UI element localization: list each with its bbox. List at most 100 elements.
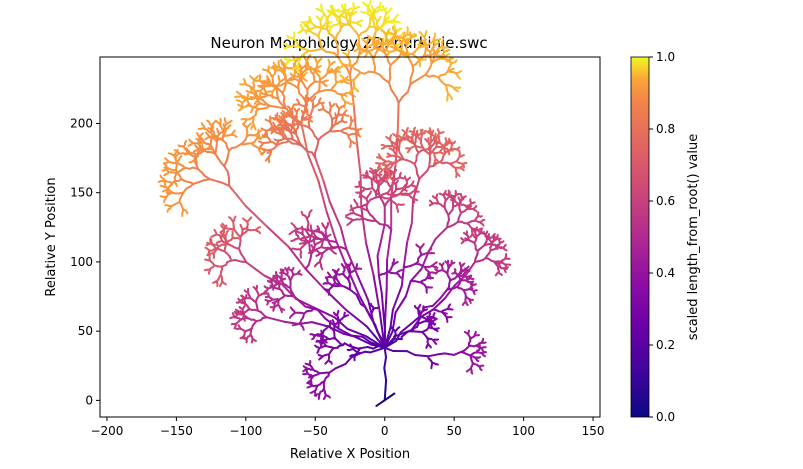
dendrite-segment xyxy=(390,177,394,181)
dendrite-segment xyxy=(285,111,289,115)
dendrite-segment xyxy=(325,277,329,281)
dendrite-segment xyxy=(283,122,286,127)
dendrite-segment xyxy=(176,148,179,153)
dendrite-segment xyxy=(224,224,228,228)
dendrite-segment xyxy=(272,308,275,312)
dendrite-segment xyxy=(451,194,455,198)
dendrite-segment xyxy=(304,71,308,75)
dendrite-segment xyxy=(287,266,290,270)
dendrite-segment xyxy=(406,149,410,154)
dendrite-segment xyxy=(282,268,285,272)
dendrite-segment xyxy=(317,70,322,73)
dendrite-segment xyxy=(290,222,296,227)
dendrite-segment xyxy=(249,75,253,79)
dendrite-segment xyxy=(328,367,337,374)
dendrite-segment xyxy=(177,144,182,148)
dendrite-segment xyxy=(305,368,308,372)
dendrite-segment xyxy=(389,185,393,191)
dendrite-segment xyxy=(194,144,198,148)
dendrite-segment xyxy=(481,218,486,222)
dendrite-segment xyxy=(250,340,254,344)
dendrite-segment xyxy=(321,101,325,105)
dendrite-segment xyxy=(226,149,230,158)
dendrite-segment xyxy=(388,171,395,175)
dendrite-segment xyxy=(442,262,445,266)
dendrite-segment xyxy=(327,58,331,63)
dendrite-segment xyxy=(220,224,223,228)
dendrite-segment xyxy=(499,246,503,249)
dendrite-segment xyxy=(294,231,298,236)
dendrite-segment xyxy=(281,283,297,300)
dendrite-segment xyxy=(426,353,440,358)
dendrite-segment xyxy=(206,241,210,245)
dendrite-segment xyxy=(404,280,412,298)
dendrite-segment xyxy=(476,211,480,215)
dendrite-segment xyxy=(317,64,322,69)
dendrite-segment xyxy=(396,179,399,183)
dendrite-segment xyxy=(216,156,223,165)
dendrite-segment xyxy=(289,72,294,77)
dendrite-segment xyxy=(316,139,320,148)
dendrite-segment xyxy=(302,369,306,373)
dendrite-segment xyxy=(432,312,436,316)
dendrite-segment xyxy=(437,38,442,41)
dendrite-segment xyxy=(289,306,294,311)
dendrite-segment xyxy=(463,330,467,334)
dendrite-segment xyxy=(383,341,394,349)
dendrite-segment xyxy=(300,144,309,153)
dendrite-segment xyxy=(297,107,301,112)
dendrite-segment xyxy=(414,198,419,202)
dendrite-segment xyxy=(428,130,431,134)
dendrite-segment xyxy=(358,24,363,28)
dendrite-segment xyxy=(458,261,462,265)
dendrite-segment xyxy=(289,108,292,112)
dendrite-segment xyxy=(409,79,418,85)
dendrite-segment xyxy=(239,310,242,314)
dendrite-segment xyxy=(398,275,403,279)
dendrite-segment xyxy=(233,134,238,138)
dendrite-segment xyxy=(413,126,417,130)
dendrite-segment xyxy=(284,266,287,270)
dendrite-segment xyxy=(313,96,317,100)
dendrite-segment xyxy=(459,193,463,197)
dendrite-segment xyxy=(457,173,461,177)
dendrite-segment xyxy=(474,209,478,213)
dendrite-segment xyxy=(321,103,324,108)
dendrite-segment xyxy=(343,93,348,98)
dendrite-segment xyxy=(462,232,466,235)
dendrite-segment xyxy=(239,298,244,302)
dendrite-segment xyxy=(328,200,342,229)
dendrite-segment xyxy=(318,57,323,62)
dendrite-segment xyxy=(349,343,353,348)
dendrite-segment xyxy=(405,37,409,42)
dendrite-segment xyxy=(289,315,293,319)
dendrite-segment xyxy=(237,103,242,107)
dendrite-segment xyxy=(350,352,362,359)
dendrite-segment xyxy=(239,223,243,228)
dendrite-segment xyxy=(373,15,377,20)
dendrite-segment xyxy=(334,362,347,370)
dendrite-segment xyxy=(308,209,313,214)
dendrite-segment xyxy=(157,180,162,184)
dendrite-segment xyxy=(471,227,475,231)
dendrite-segment xyxy=(482,354,486,358)
dendrite-segment xyxy=(228,216,232,220)
dendrite-segment xyxy=(314,344,318,348)
dendrite-segment xyxy=(495,247,499,251)
dendrite-segment xyxy=(257,129,262,134)
dendrite-segment xyxy=(318,97,322,101)
dendrite-segment xyxy=(376,237,383,257)
dendrite-segment xyxy=(418,303,422,308)
dendrite-segment xyxy=(276,112,279,117)
dendrite-segment xyxy=(406,222,413,244)
dendrite-segment xyxy=(307,251,313,254)
dendrite-segment xyxy=(254,339,257,343)
dendrite-segment xyxy=(313,393,317,397)
dendrite-segment xyxy=(258,137,262,141)
dendrite-segment xyxy=(383,166,388,170)
dendrite-segment xyxy=(223,282,227,286)
dendrite-segment xyxy=(342,332,356,338)
dendrite-segment xyxy=(192,149,196,153)
dendrite-segment xyxy=(453,140,457,144)
dendrite-segment xyxy=(394,295,407,314)
